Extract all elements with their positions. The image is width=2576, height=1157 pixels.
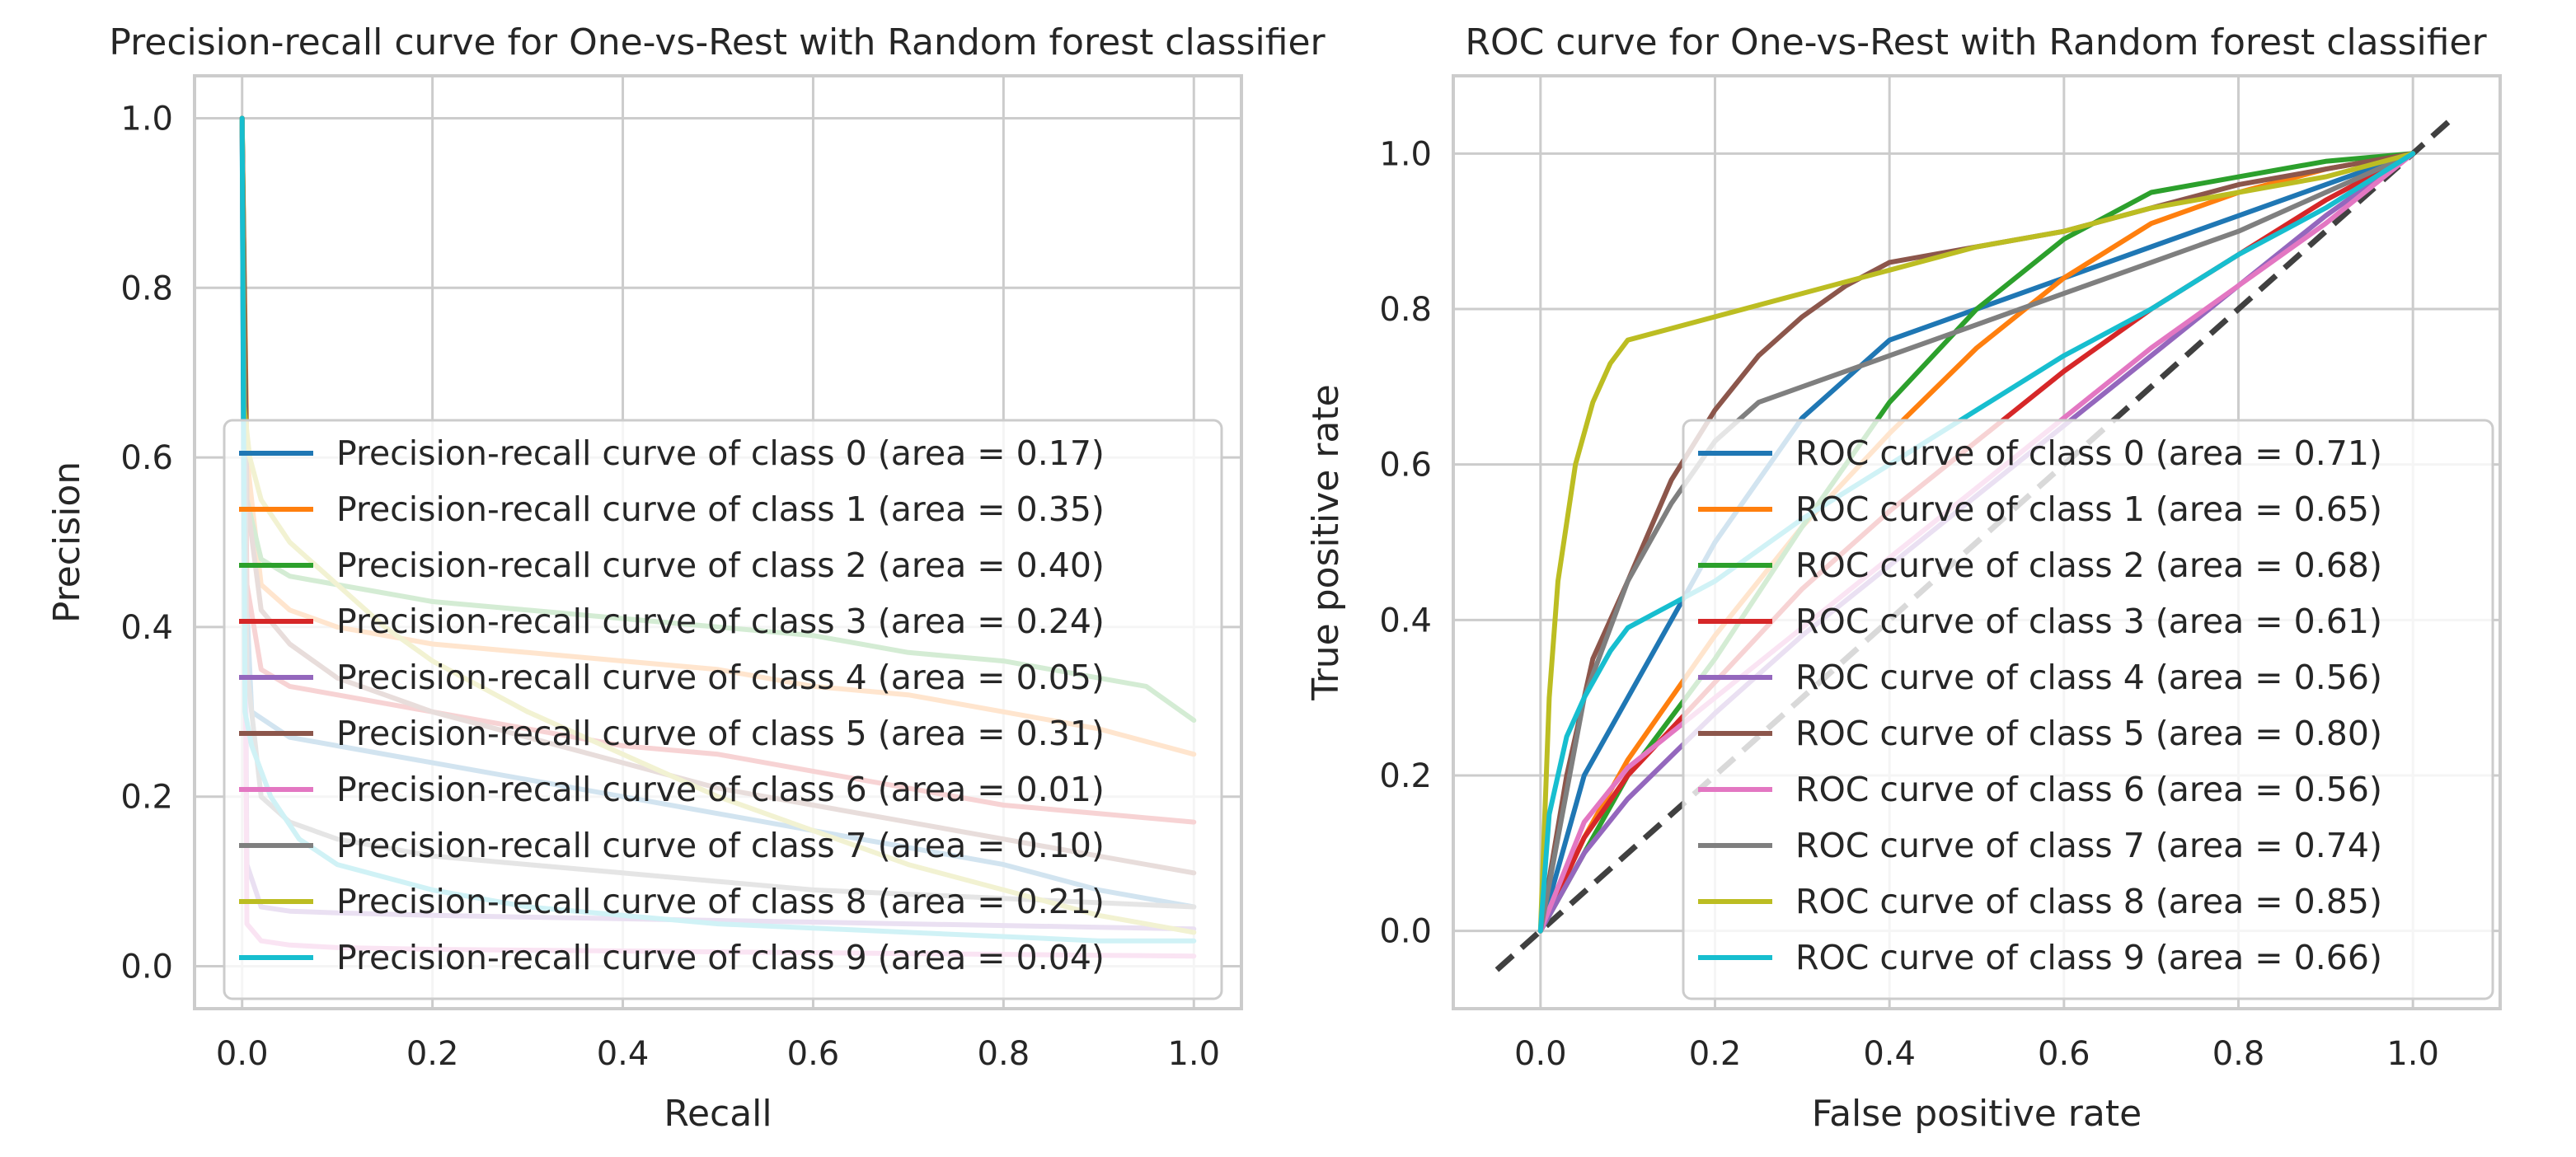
- legend-entry-class-1: Precision-recall curve of class 1 (area …: [336, 490, 1105, 529]
- legend-box: [1682, 419, 2494, 1000]
- y-tick-label: 0.0: [120, 949, 173, 986]
- y-tick-label: 0.4: [1379, 602, 1432, 639]
- x-tick-label: 0.8: [978, 1035, 1030, 1073]
- legend-entry-class-4: ROC curve of class 4 (area = 0.56): [1795, 658, 2382, 697]
- precision-recall-panel: 0.0 0.2 0.4 0.6 0.8 1.0 0.0 0.2 0.4 0.6 0.8 1.0 Pr…: [46, 21, 1326, 1135]
- curve-class-7: [1537, 151, 2416, 934]
- x-tick-label: 0.4: [597, 1035, 650, 1073]
- x-tick-label: 0.6: [787, 1035, 840, 1073]
- legend-entry-class-7: ROC curve of class 7 (area = 0.74): [1795, 826, 2382, 865]
- legend-entry-class-7: Precision-recall curve of class 7 (area …: [336, 826, 1105, 865]
- legend-entry-class-2: Precision-recall curve of class 2 (area …: [336, 546, 1105, 585]
- pr-chart-title: Precision-recall curve for One-vs-Rest w…: [109, 21, 1326, 63]
- legend-entry-class-6: Precision-recall curve of class 6 (area …: [336, 770, 1105, 809]
- legend-entry-class-4: Precision-recall curve of class 4 (area …: [336, 658, 1105, 697]
- y-tick-label: 0.4: [120, 609, 173, 647]
- roc-plot-frame: [1452, 74, 2502, 1010]
- roc-panel: 0.0 0.2 0.4 0.6 0.8 1.0 0.0 0.2 0.4 0.6 0.8 1.0 RO…: [1305, 21, 2502, 1135]
- roc-y-axis-label: True positive rate: [1305, 384, 1347, 700]
- legend-box: [223, 419, 1223, 1000]
- x-tick-label: 0.0: [1514, 1035, 1567, 1073]
- y-tick-label: 0.6: [1379, 447, 1432, 485]
- x-tick-label: 0.4: [1863, 1035, 1916, 1073]
- legend-entry-class-2: ROC curve of class 2 (area = 0.68): [1795, 546, 2382, 585]
- y-tick-label: 1.0: [120, 100, 173, 138]
- legend-entry-class-5: ROC curve of class 5 (area = 0.80): [1795, 714, 2382, 753]
- y-tick-label: 0.2: [120, 779, 173, 817]
- y-tick-label: 0.8: [120, 269, 173, 307]
- y-tick-label: 0.8: [1379, 291, 1432, 329]
- curve-class-0: [1537, 151, 2416, 934]
- roc-x-ticks: 0.0 0.2 0.4 0.6 0.8 1.0: [1514, 1035, 2439, 1073]
- legend-entry-class-8: ROC curve of class 8 (area = 0.85): [1795, 882, 2382, 921]
- legend-entry-class-1: ROC curve of class 1 (area = 0.65): [1795, 490, 2382, 529]
- x-tick-label: 0.2: [406, 1035, 459, 1073]
- pr-y-ticks: 0.0 0.2 0.4 0.6 0.8 1.0: [120, 100, 173, 986]
- y-tick-label: 1.0: [1379, 135, 1432, 173]
- legend-entry-class-3: ROC curve of class 3 (area = 0.61): [1795, 602, 2382, 641]
- roc-y-ticks: 0.0 0.2 0.4 0.6 0.8 1.0: [1379, 135, 1432, 950]
- pr-x-ticks: 0.0 0.2 0.4 0.6 0.8 1.0: [216, 1035, 1220, 1073]
- x-tick-label: 1.0: [1167, 1035, 1220, 1073]
- y-tick-label: 0.0: [1379, 913, 1432, 951]
- legend-entry-class-9: ROC curve of class 9 (area = 0.66): [1795, 938, 2382, 977]
- roc-chart-title: ROC curve for One-vs-Rest with Random fo…: [1465, 21, 2487, 63]
- legend-entry-class-5: Precision-recall curve of class 5 (area …: [336, 714, 1105, 753]
- y-tick-label: 0.2: [1379, 757, 1432, 795]
- y-tick-label: 0.6: [120, 439, 173, 477]
- x-tick-label: 0.8: [2212, 1035, 2265, 1073]
- pr-plot-frame: [193, 74, 1243, 1010]
- curve-class-5: [1537, 151, 2416, 934]
- x-tick-label: 0.0: [216, 1035, 269, 1073]
- x-tick-label: 1.0: [2386, 1035, 2439, 1073]
- legend-entry-class-9: Precision-recall curve of class 9 (area …: [336, 938, 1105, 977]
- roc-x-axis-label: False positive rate: [1812, 1093, 2142, 1135]
- pr-x-axis-label: Recall: [664, 1093, 772, 1135]
- x-tick-label: 0.2: [1689, 1035, 1742, 1073]
- curve-class-8: [1537, 151, 2416, 934]
- pr-legend: Precision-recall curve of class 0 (area …: [223, 419, 1223, 1000]
- x-tick-label: 0.6: [2038, 1035, 2090, 1073]
- legend-entry-class-0: Precision-recall curve of class 0 (area …: [336, 433, 1105, 473]
- legend-entry-class-0: ROC curve of class 0 (area = 0.71): [1795, 433, 2382, 473]
- roc-legend: ROC curve of class 0 (area = 0.71) ROC cu…: [1682, 419, 2494, 1000]
- legend-entry-class-8: Precision-recall curve of class 8 (area …: [336, 882, 1105, 921]
- legend-entry-class-3: Precision-recall curve of class 3 (area …: [336, 602, 1105, 641]
- legend-entry-class-6: ROC curve of class 6 (area = 0.56): [1795, 770, 2382, 809]
- pr-y-axis-label: Precision: [46, 461, 88, 623]
